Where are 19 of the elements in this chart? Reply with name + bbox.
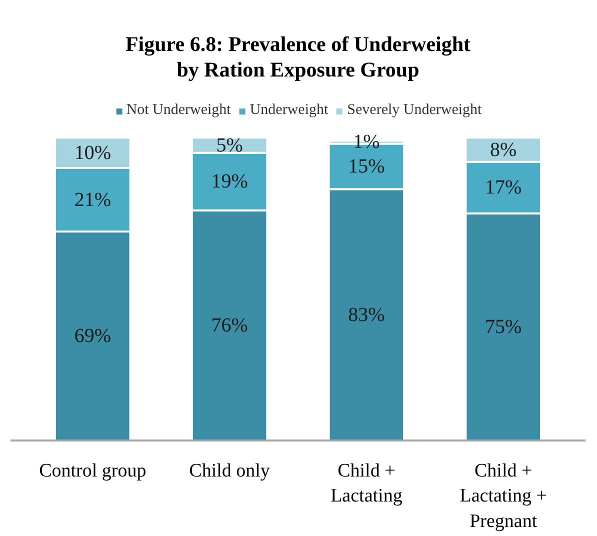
data-label: 21%	[74, 188, 111, 211]
data-label: 5%	[216, 134, 243, 156]
x-tick-label: Control group	[39, 460, 146, 482]
data-label: 17%	[485, 176, 522, 199]
data-label: 10%	[74, 142, 111, 164]
x-tick-label: Child + Lactating + Pregnant	[460, 460, 547, 532]
legend-label: Not Underweight	[126, 102, 231, 119]
data-label: 83%	[348, 304, 385, 326]
data-label: 19%	[211, 170, 248, 193]
data-label: 76%	[211, 314, 248, 336]
legend-label: Underweight	[250, 102, 328, 119]
data-label: 69%	[74, 325, 111, 348]
data-label: 15%	[348, 155, 385, 178]
legend-label: Severely Underweight	[347, 102, 482, 119]
data-label: 75%	[485, 316, 522, 338]
chart-title: Figure 6.8: Prevalence of Underweight by Ration Exposure Group	[125, 32, 471, 82]
x-tick-label: Child only	[189, 460, 270, 482]
data-label: 8%	[490, 138, 517, 161]
x-tick-label: Child + Lactating	[330, 460, 403, 507]
